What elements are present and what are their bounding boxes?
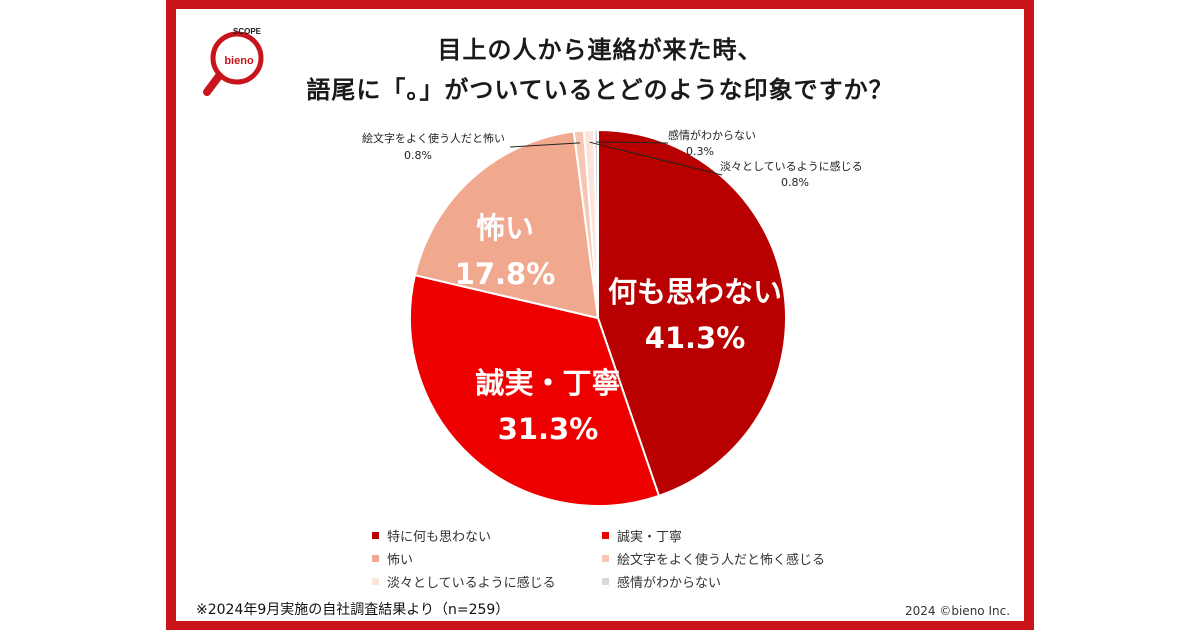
magnifier-logo-icon: bieno SCOPE [203, 27, 264, 96]
slice-label-1: 何も思わない [608, 275, 782, 309]
leader-line-4 [509, 142, 581, 148]
slice-label-2: 誠実・丁寧 [475, 366, 620, 400]
chart-title-line-1: 目上の人から連絡が来た時、 [437, 36, 763, 64]
logo-label: SCOPE [233, 27, 262, 36]
legend-swatch [372, 555, 379, 562]
legend-item-6: 感情がわからない [602, 572, 721, 591]
legend-label: 感情がわからない [617, 576, 722, 591]
slice-value-2: 31.3% [498, 412, 599, 446]
slice-label-4: 絵文字をよく使う人だと怖い [362, 131, 505, 145]
legend-swatch [602, 578, 609, 585]
legend-item-5: 淡々としているように感じる [372, 572, 556, 591]
slice-value-5: 0.8% [781, 176, 809, 189]
slice-value-4: 0.8% [404, 149, 432, 162]
leader-line-6 [596, 141, 669, 144]
legend-label: 誠実・丁寧 [617, 530, 683, 545]
slice-label-3: 怖い [476, 211, 534, 245]
legend-item-1: 特に何も思わない [372, 526, 491, 545]
slice-label-6: 感情がわからない [668, 128, 756, 142]
legend-label: 特に何も思わない [387, 530, 492, 545]
legend-label: 絵文字をよく使う人だと怖く感じる [617, 553, 826, 568]
legend-item-4: 絵文字をよく使う人だと怖く感じる [602, 549, 825, 568]
footnote: ※2024年9月実施の自社調査結果より（n=259） [196, 602, 510, 618]
slice-value-6: 0.3% [686, 145, 714, 158]
legend-label: 怖い [387, 553, 414, 568]
legend-swatch [602, 532, 609, 539]
pie-slice-2 [409, 273, 661, 507]
pie-slice-1 [597, 128, 787, 498]
pie-slice-3 [413, 130, 600, 320]
legend-swatch [372, 532, 379, 539]
slice-value-1: 41.3% [645, 321, 746, 355]
logo-brand: bieno [224, 55, 254, 67]
legend-swatch [372, 578, 379, 585]
chart-title-line-2: 語尾に「。」がついているとどのような印象ですか？ [306, 76, 894, 104]
pie-slice-6 [593, 128, 599, 319]
slice-label-5: 淡々としているように感じる [720, 160, 863, 173]
legend-item-3: 怖い [372, 549, 413, 568]
slice-value-3: 17.8% [455, 257, 556, 291]
legend-item-2: 誠実・丁寧 [602, 526, 682, 545]
legend-swatch [602, 555, 609, 562]
legend-label: 淡々としているように感じる [387, 576, 556, 591]
copyright: 2024 ©bieno Inc. [905, 604, 1011, 618]
leader-line-5 [589, 141, 723, 176]
